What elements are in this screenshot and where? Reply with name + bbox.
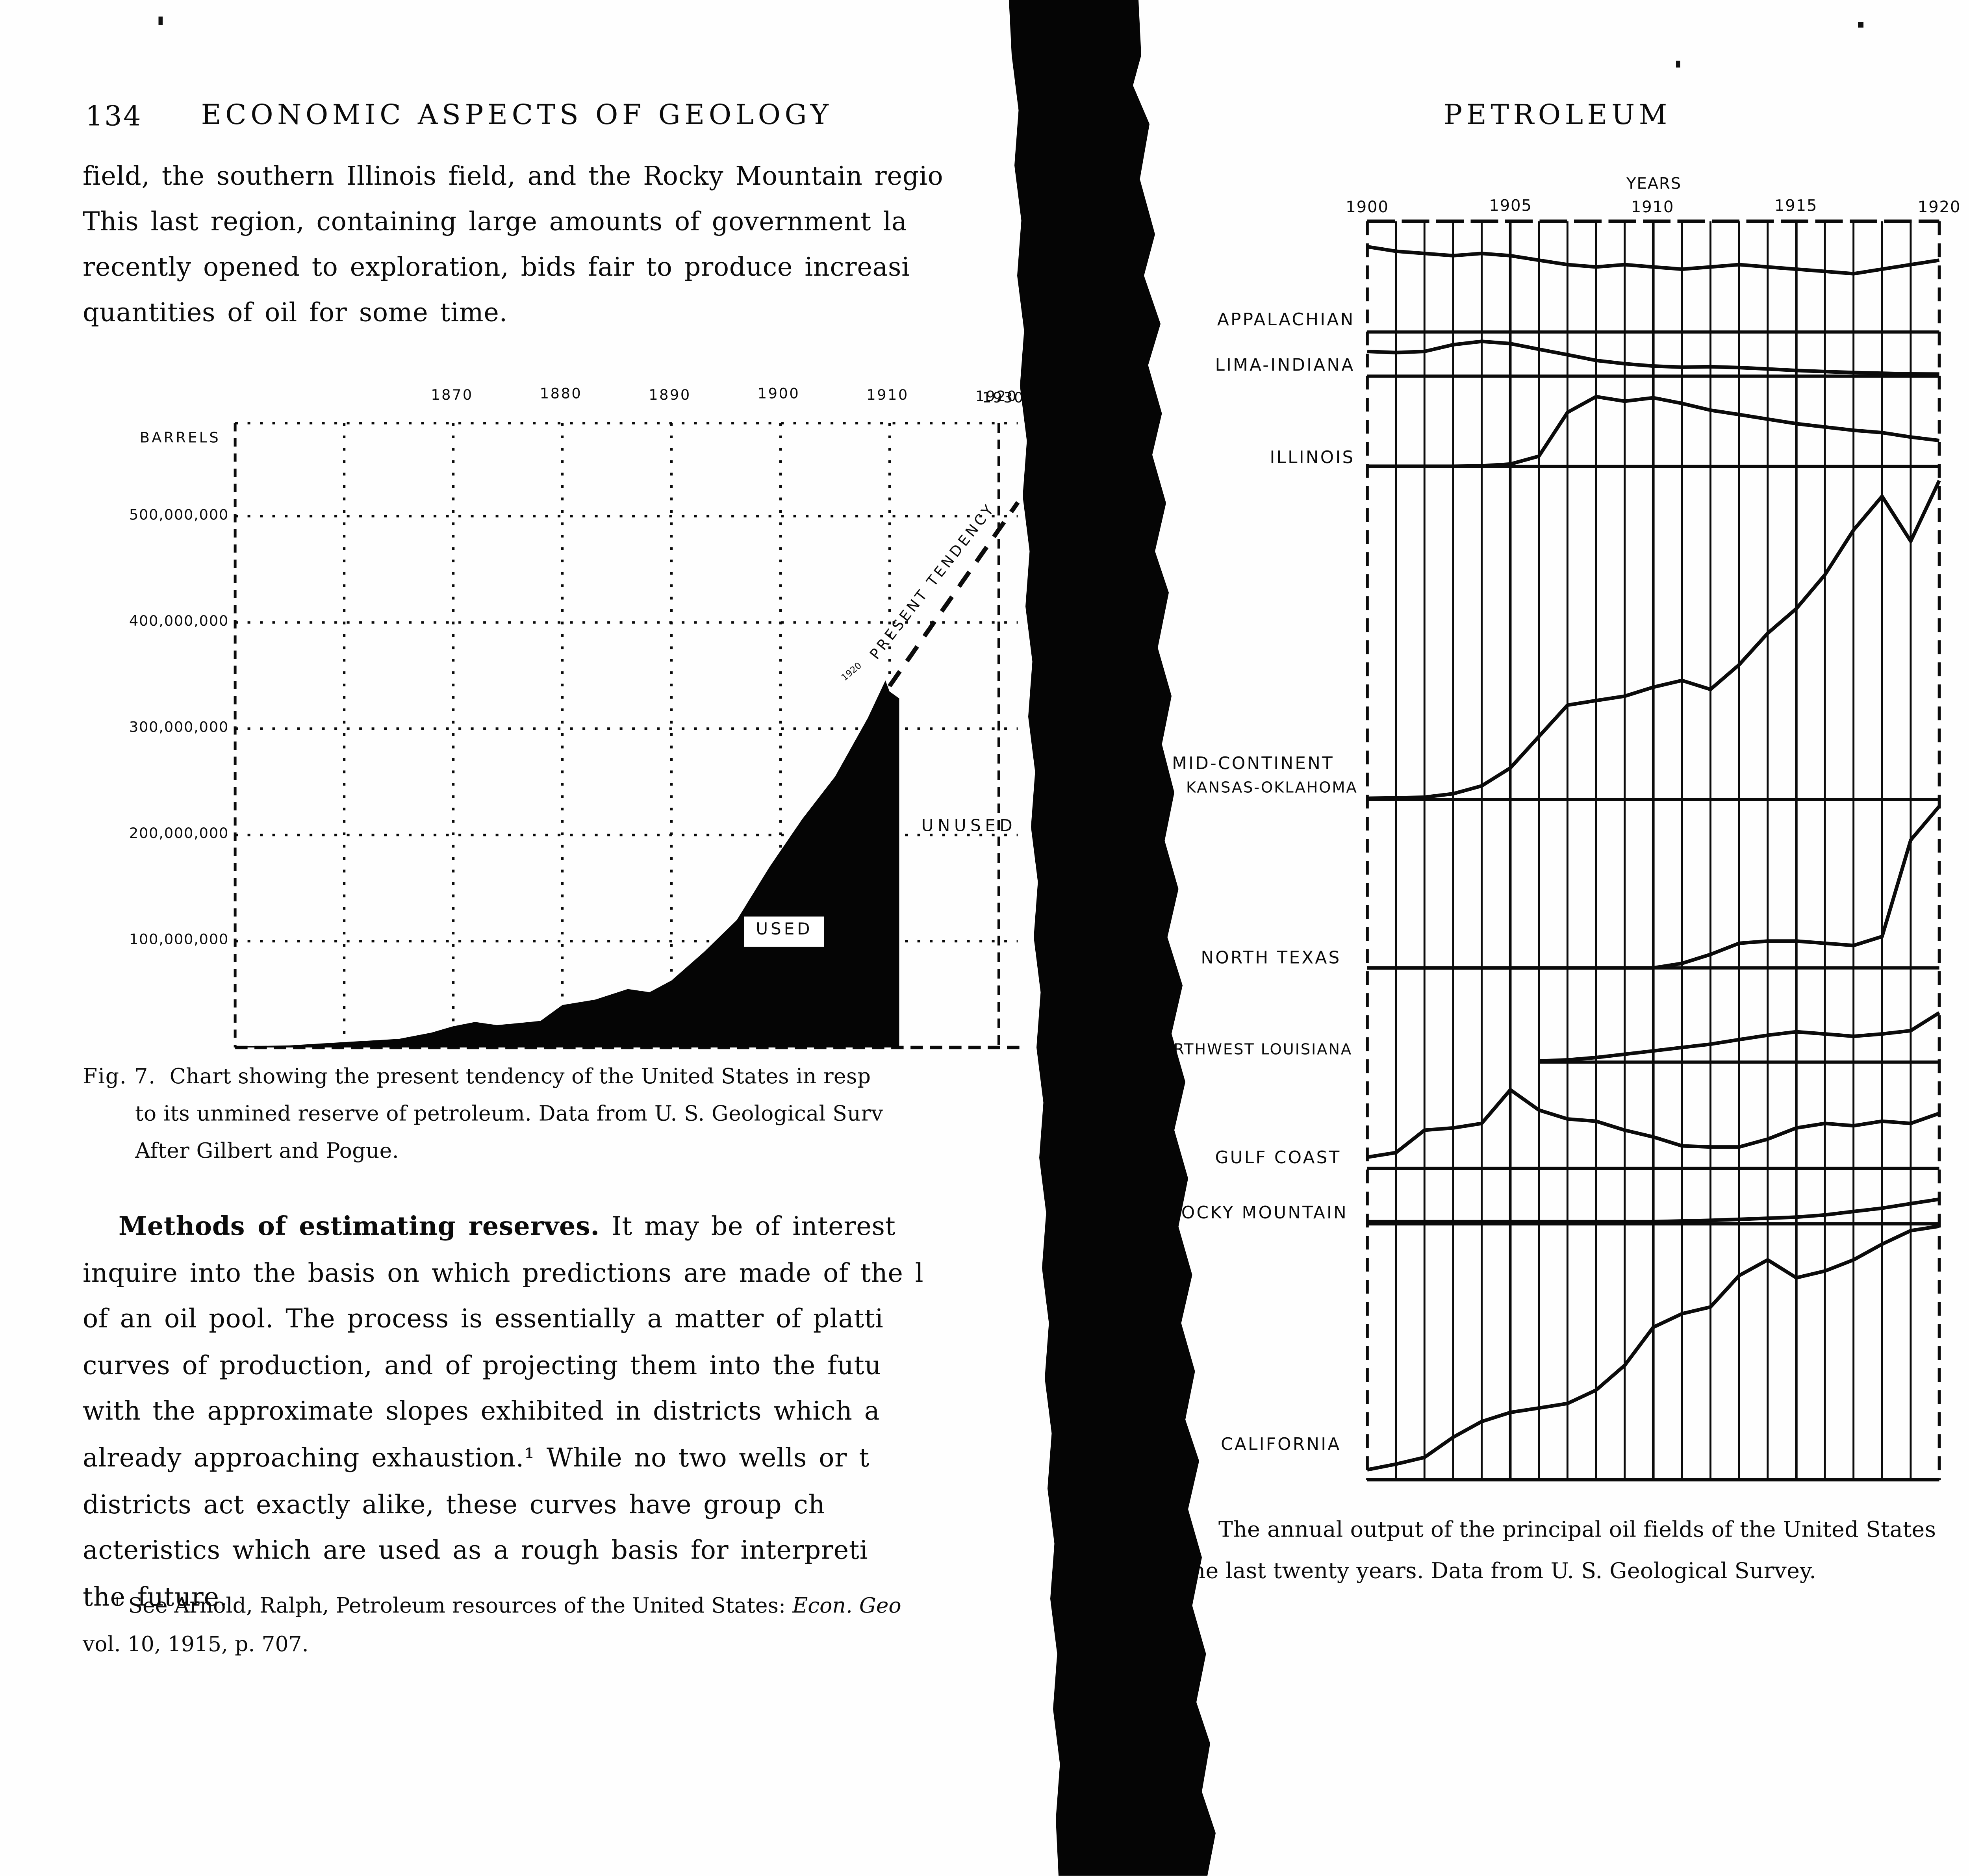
book-scan-spread: 134 ECONOMIC ASPECTS OF GEOLOGY field, t… [0,0,1969,1876]
scan-gutter-artifact [0,0,1969,1876]
